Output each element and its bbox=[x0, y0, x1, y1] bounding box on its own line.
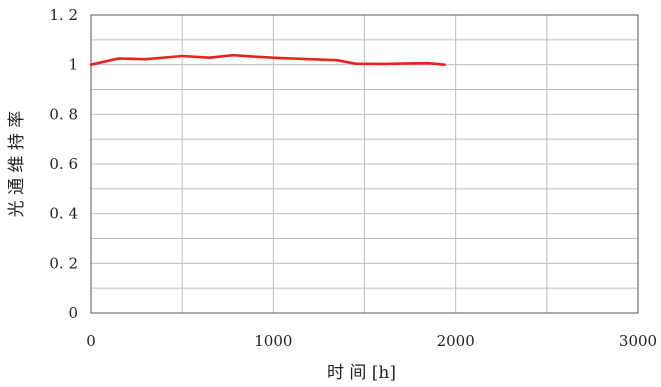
y-axis-label: 光 通 维 持 率 bbox=[7, 111, 27, 218]
y-tick-label: 0. 8 bbox=[49, 105, 78, 123]
grid bbox=[91, 15, 638, 313]
x-axis-ticks: 0 1000 2000 3000 bbox=[86, 332, 657, 350]
y-tick-label: 0. 4 bbox=[49, 205, 78, 223]
x-tick-label: 2000 bbox=[437, 332, 475, 350]
x-axis-label: 时 间 [h] bbox=[327, 363, 396, 383]
y-tick-label: 0. 2 bbox=[49, 254, 78, 272]
y-axis-ticks: 0 0. 2 0. 4 0. 6 0. 8 1 1. 2 bbox=[49, 6, 78, 322]
y-tick-label: 1 bbox=[68, 56, 78, 74]
plot-area bbox=[90, 14, 639, 314]
y-tick-label: 1. 2 bbox=[49, 6, 78, 24]
series-layer bbox=[89, 53, 447, 66]
x-tick-label: 3000 bbox=[619, 332, 657, 350]
y-tick-label: 0. 6 bbox=[49, 155, 78, 173]
y-tick-label: 0 bbox=[68, 304, 78, 322]
series-line bbox=[89, 53, 447, 66]
x-tick-label: 1000 bbox=[254, 332, 292, 350]
x-tick-label: 0 bbox=[86, 332, 96, 350]
